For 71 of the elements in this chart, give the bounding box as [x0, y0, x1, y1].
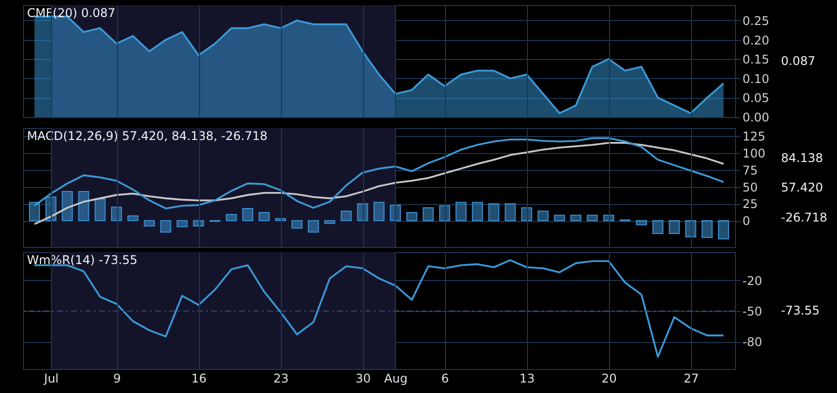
- x-tick-label: 9: [113, 372, 121, 386]
- chart-title: MACD(12,26,9) 57.420, 84.138, -26.718: [27, 129, 268, 143]
- bar: [718, 220, 730, 240]
- y-tick-label: 0.25: [742, 14, 770, 28]
- y-tick-label: -20: [742, 274, 762, 288]
- x-tick-label: 20: [602, 372, 617, 386]
- bar: [702, 220, 713, 238]
- bar: [127, 215, 138, 222]
- bar: [685, 220, 696, 238]
- bar: [570, 214, 582, 222]
- x-tick-label: 23: [273, 372, 289, 386]
- bar: [226, 214, 237, 222]
- x-tick-label: 13: [520, 372, 535, 386]
- bar: [308, 220, 319, 233]
- y-tick-label: 50: [742, 180, 758, 194]
- bar: [176, 220, 188, 228]
- y-tick-label: 0.10: [742, 72, 770, 86]
- y-tick-label: 125: [742, 130, 766, 144]
- bar: [78, 191, 90, 222]
- bar: [554, 214, 565, 222]
- text: -26.718: [781, 210, 828, 224]
- bar: [488, 203, 500, 222]
- y-tick-label: 0.05: [742, 91, 770, 106]
- x-tick-label: Aug: [384, 372, 408, 386]
- bar: [144, 220, 155, 227]
- bar: [603, 214, 614, 222]
- bar: [62, 191, 73, 222]
- y-tick-label: 100: [742, 146, 766, 161]
- bar: [291, 220, 302, 229]
- y-tick-label: -80: [742, 335, 762, 350]
- y-tick-label: 0.20: [742, 33, 770, 48]
- bar: [390, 204, 401, 222]
- bar: [456, 202, 467, 222]
- bar: [406, 212, 418, 222]
- bar: [94, 198, 106, 222]
- x-tick-label: Jul: [43, 372, 59, 386]
- line-series: [34, 142, 724, 225]
- bar: [538, 210, 549, 222]
- bar: [160, 220, 172, 233]
- bar: [586, 214, 598, 222]
- text: -73.55: [781, 304, 820, 318]
- bar: [111, 206, 122, 222]
- x-tick-label: 30: [355, 372, 371, 386]
- bar: [374, 202, 384, 222]
- bar: [340, 210, 352, 222]
- bar: [652, 220, 664, 234]
- text: 0.087: [781, 54, 816, 68]
- bar: [472, 202, 483, 222]
- bar: [668, 220, 680, 234]
- x-tick-label: 27: [684, 372, 699, 386]
- bar: [422, 207, 434, 222]
- bar: [275, 218, 286, 222]
- y-tick-label: -50: [742, 304, 762, 319]
- x-tick-label: 6: [441, 372, 449, 386]
- y-tick-label: 0: [742, 214, 750, 228]
- y-tick-label: 75: [742, 163, 758, 178]
- bar: [193, 220, 204, 227]
- text: 57.420: [781, 180, 823, 194]
- chart-title: Wm%R(14) -73.55: [27, 253, 138, 267]
- bar: [504, 203, 516, 222]
- bar: [636, 220, 647, 226]
- x-tick-label: 16: [191, 372, 207, 386]
- text: 84.138: [781, 150, 823, 165]
- y-tick-label: 0.15: [742, 52, 770, 67]
- bar: [324, 220, 336, 224]
- bar: [28, 202, 40, 222]
- bar: [357, 203, 368, 222]
- bar: [258, 212, 270, 222]
- y-tick-label: 0.00: [742, 110, 770, 124]
- bar: [242, 208, 254, 222]
- y-tick-label: 25: [742, 197, 758, 212]
